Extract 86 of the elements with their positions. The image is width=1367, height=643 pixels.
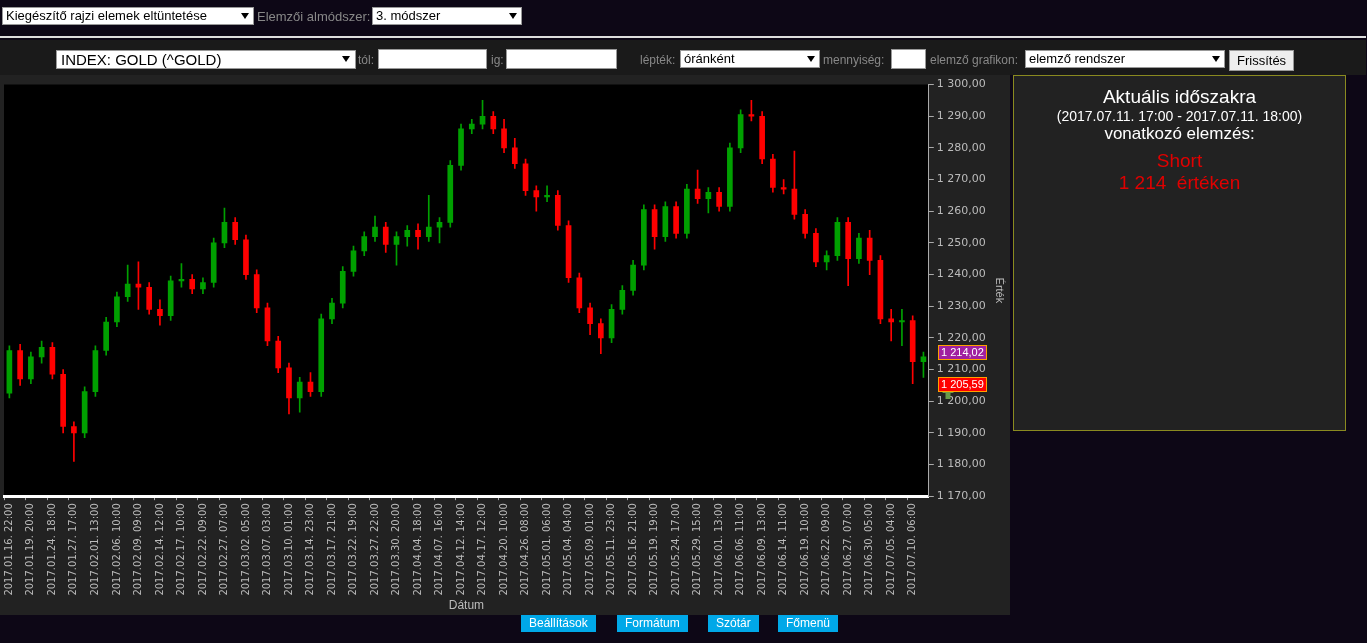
x-tick-label: 2017.02.17. 10:00 [175, 503, 187, 596]
x-tick-label: 2017.02.27. 07:00 [218, 503, 230, 596]
candlestick [425, 195, 432, 242]
x-tick-label: 2017.04.04. 18:00 [411, 503, 423, 596]
x-tick-label: 2017.06.09. 13:00 [755, 503, 767, 596]
candlestick [71, 421, 77, 462]
x-tick-label: 2017.06.22. 09:00 [820, 503, 832, 596]
x-tick-label: 2017.05.09. 01:00 [583, 503, 595, 596]
text: 1 214,02 [938, 345, 987, 360]
x-tick-label: 2017.07.10. 06:00 [906, 503, 918, 596]
y-tick-label: 1 260,00 [936, 204, 986, 218]
x-tick-label: 2017.05.11. 23:00 [605, 503, 617, 596]
x-tick-label: 2017.03.14. 23:00 [304, 503, 316, 596]
text: (2017.07.11. 17:00 - 2017.07.11. 18:00) [1055, 108, 1304, 124]
x-tick-label: 2017.04.26. 08:00 [519, 503, 531, 596]
text: Frissítés [1229, 50, 1295, 71]
text: tól: [358, 53, 375, 67]
x-tick-label: 2017.07.05. 04:00 [884, 503, 896, 596]
x-tick-label: 2017.05.04. 04:00 [562, 503, 574, 596]
y-tick-label: 1 290,00 [936, 109, 986, 123]
x-tick-label: 2017.02.14. 12:00 [153, 503, 165, 596]
text: Kiegészítő rajzi elemek eltüntetése [2, 7, 254, 25]
x-tick-label: 2017.06.27. 07:00 [841, 503, 853, 596]
x-tick-label: 2017.02.09. 09:00 [132, 503, 144, 596]
text: Főmenü [778, 615, 839, 632]
x-tick-label: 2017.03.30. 20:00 [390, 503, 402, 596]
text: lépték: [640, 53, 676, 67]
y-tick-label: 1 180,00 [936, 457, 986, 471]
x-tick-label: 2017.06.06. 11:00 [734, 503, 746, 596]
x-tick-label: 2017.03.07. 03:00 [261, 503, 273, 596]
text: INDEX: GOLD (^GOLD) [56, 50, 356, 69]
x-tick-label: 2017.03.27. 22:00 [368, 503, 380, 596]
x-tick-label: 2017.02.01. 13:00 [89, 503, 100, 596]
x-tick-label: 2017.03.10. 01:00 [282, 503, 294, 596]
candlestick [544, 185, 550, 203]
y-tick-label: 1 210,00 [936, 362, 986, 376]
x-tick-label: 2017.04.07. 16:00 [433, 503, 445, 596]
y-tick-label: 1 200,00 [936, 394, 986, 408]
x-tick-label: 2017.03.22. 19:00 [347, 503, 359, 596]
y-tick-label: 1 240,00 [936, 267, 986, 281]
text: ig: [491, 53, 504, 67]
y-axis-title: Érték [994, 277, 1007, 304]
text: Formátum [617, 615, 688, 632]
y-tick-label: 1 190,00 [936, 425, 986, 439]
y-tick-label: 1 220,00 [936, 330, 986, 344]
text: Short [1155, 150, 1204, 172]
candlestick [899, 309, 905, 347]
x-tick-label: 2017.01.19. 20:00 [24, 503, 36, 596]
text: 1 214 értéken [1117, 172, 1242, 194]
x-tick-label: 2017.04.12. 14:00 [454, 503, 466, 596]
x-tick-label: 2017.02.06. 10:00 [110, 503, 122, 596]
y-tick-label: 1 250,00 [936, 235, 986, 249]
text: Beállítások [521, 615, 596, 632]
y-tick-label: 1 270,00 [936, 172, 986, 186]
text: óránként [680, 50, 820, 68]
x-tick-label: 2017.06.14. 11:00 [777, 503, 789, 596]
x-tick-label: 2017.05.19. 19:00 [648, 503, 660, 596]
y-tick-label: 1 300,00 [936, 77, 986, 91]
x-tick-label: 2017.01.27. 17:00 [67, 503, 79, 596]
x-tick-label: 2017.05.29. 15:00 [691, 503, 703, 596]
x-tick-label: 2017.04.20. 10:00 [497, 503, 509, 596]
x-tick-label: 2017.06.01. 13:00 [712, 503, 724, 596]
x-tick-label: 2017.01.24. 18:00 [45, 503, 57, 596]
x-tick-label: 2017.05.16. 21:00 [626, 503, 638, 596]
x-tick-label: 2017.06.19. 10:00 [798, 503, 810, 596]
x-tick-label: 2017.05.01. 06:00 [540, 503, 552, 596]
y-tick-label: 1 170,00 [936, 489, 986, 503]
x-axis-title: Dátum [448, 598, 485, 613]
x-tick-label: 2017.04.17. 12:00 [476, 503, 488, 596]
x-tick-label: 2017.05.24. 17:00 [669, 503, 681, 596]
text: vonatkozó elemzés: [1103, 124, 1256, 144]
text: elemző rendszer [1025, 50, 1225, 68]
text: mennyiség: [823, 53, 885, 67]
text: Szótár [708, 615, 759, 632]
text: 3. módszer [372, 7, 522, 25]
text: Elemzői almódszer: [257, 9, 371, 24]
y-tick-label: 1 280,00 [936, 140, 986, 154]
text: 1 205,59 [938, 377, 987, 392]
x-tick-label: 2017.02.22. 09:00 [196, 503, 208, 596]
x-tick-label: 2017.01.16. 22:00 [2, 503, 14, 596]
text: elemző grafikon: [930, 53, 1019, 67]
x-tick-label: 2017.03.17. 21:00 [325, 503, 337, 596]
y-tick-label: 1 230,00 [936, 299, 986, 313]
x-tick-label: 2017.06.30. 05:00 [863, 503, 875, 596]
text: Aktuális időszakra [1101, 86, 1258, 108]
x-tick-label: 2017.03.02. 05:00 [239, 503, 251, 596]
